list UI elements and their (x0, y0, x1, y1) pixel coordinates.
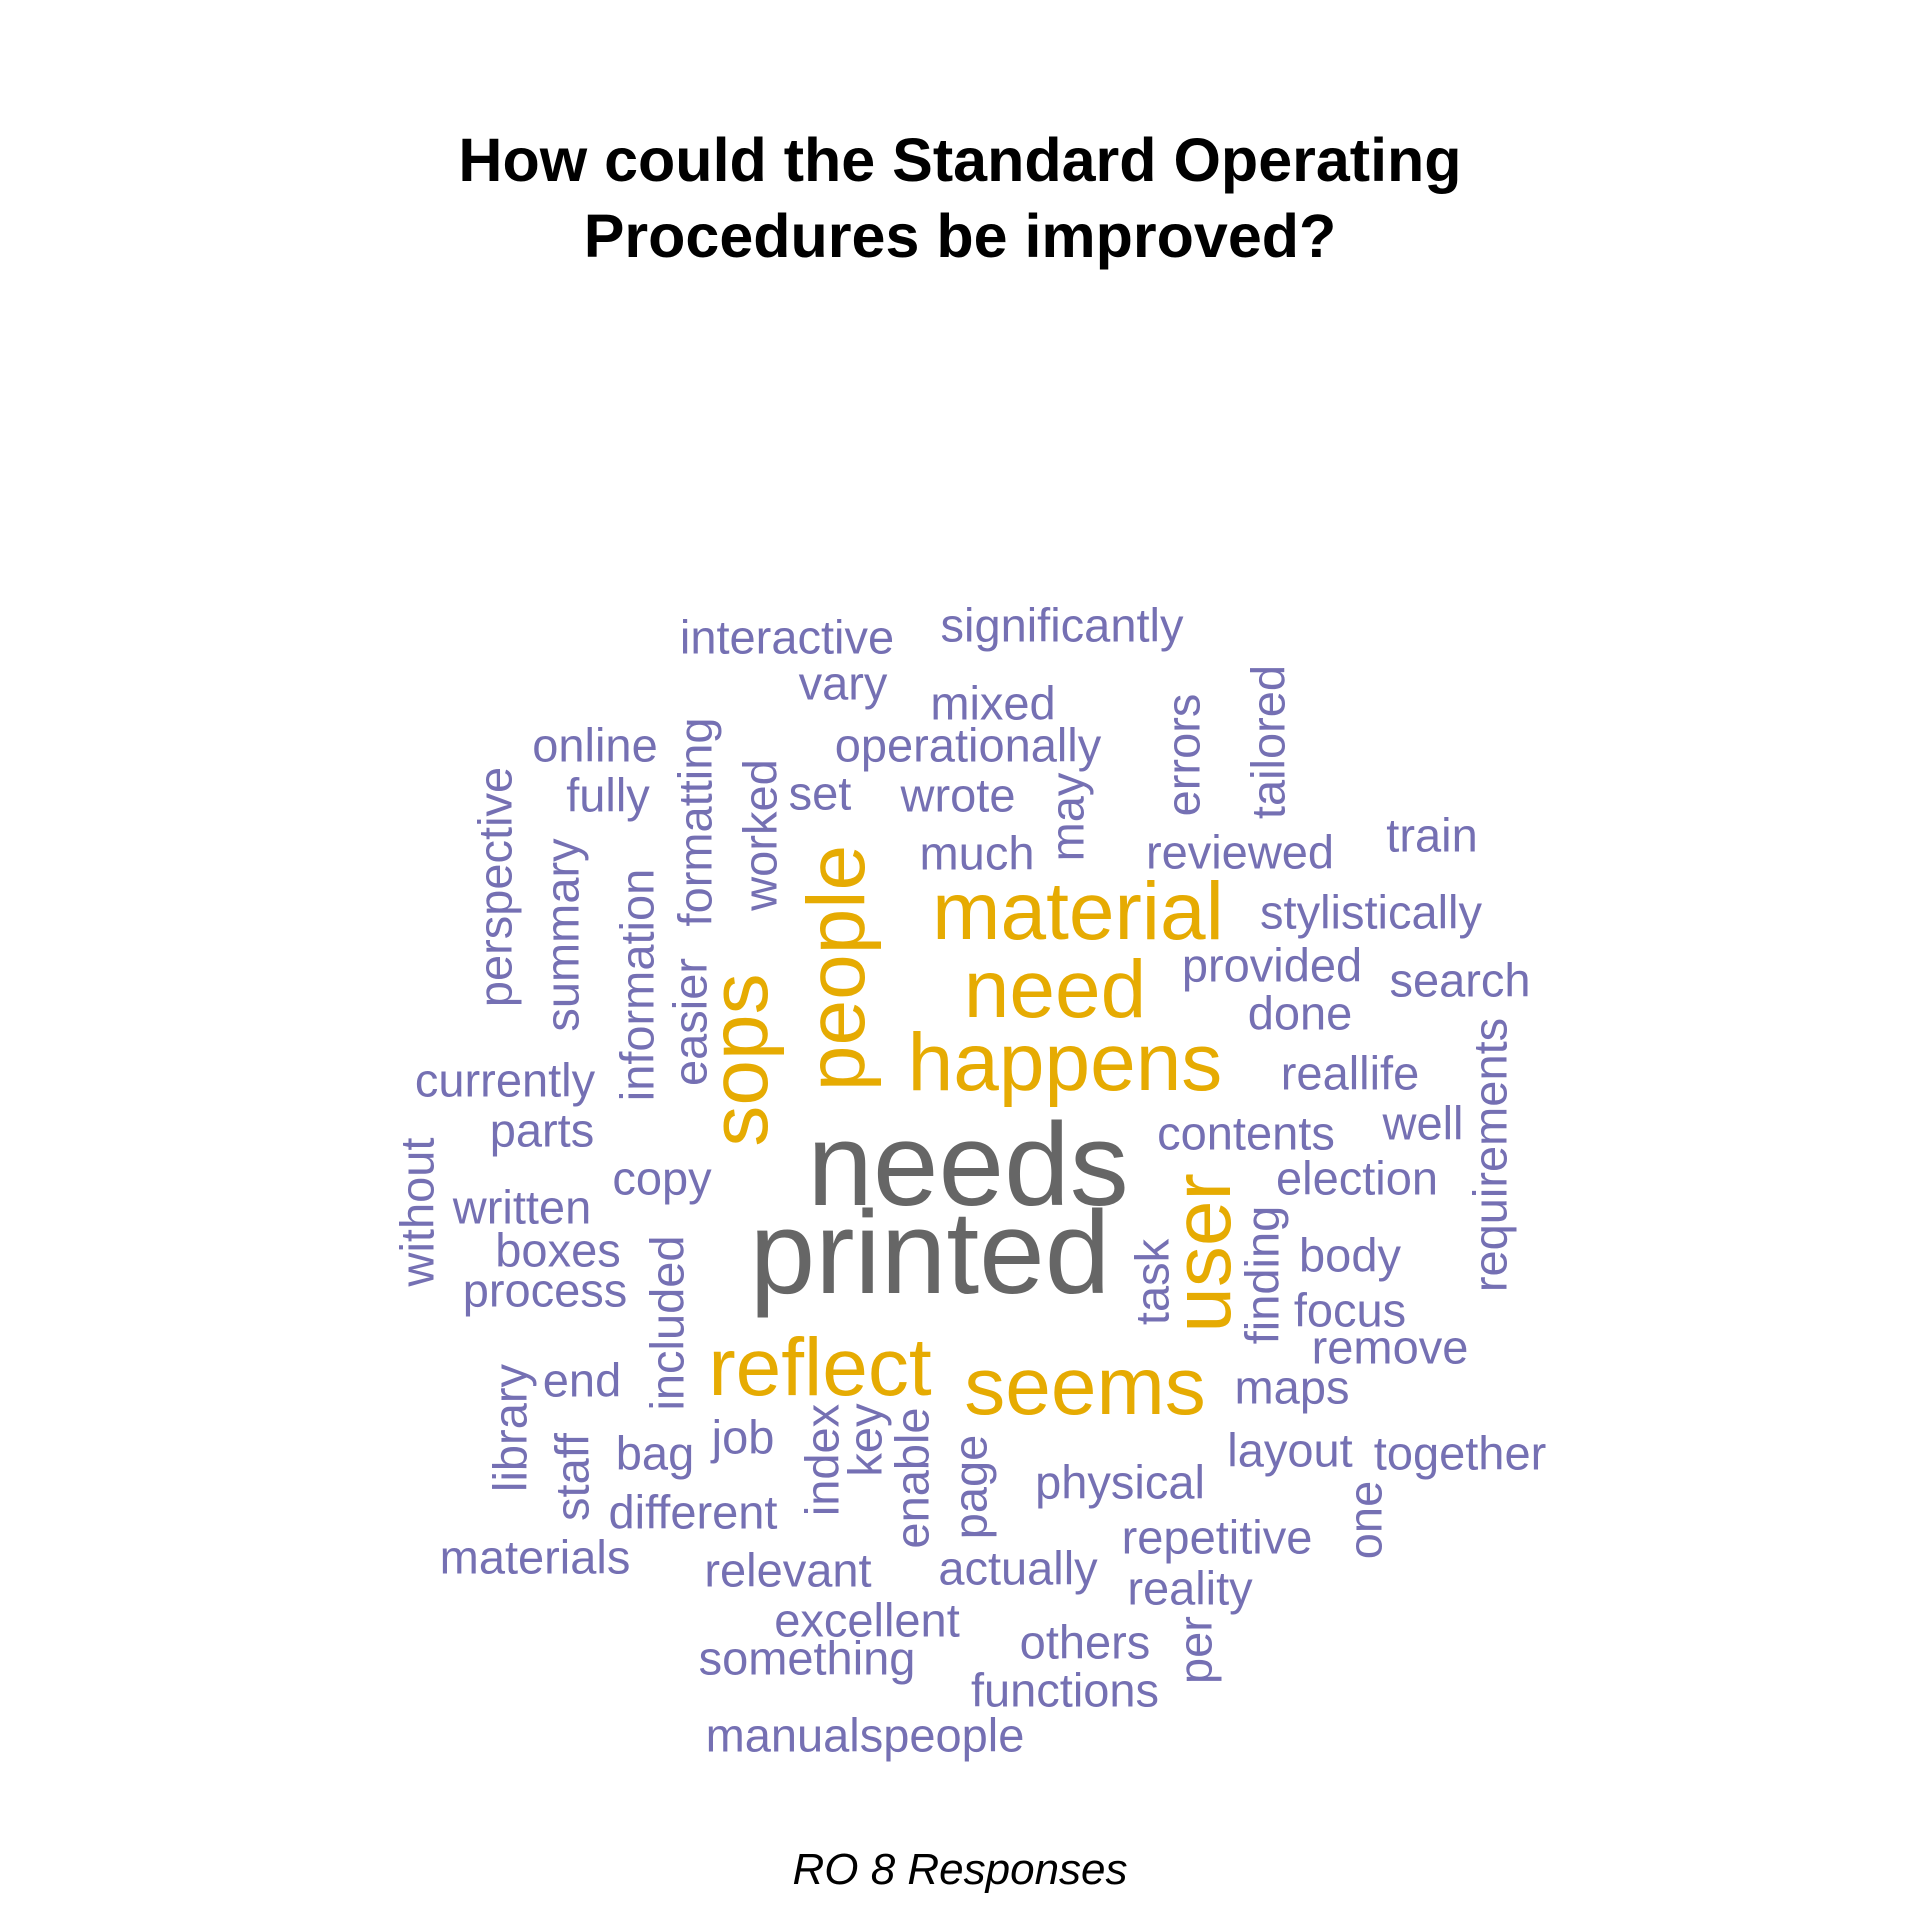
word-one: one (1338, 1480, 1392, 1560)
word-maps: maps (1234, 1360, 1350, 1414)
word-materials: materials (439, 1530, 631, 1584)
caption: RO 8 Responses (792, 1845, 1128, 1894)
word-provided: provided (1181, 938, 1363, 992)
word-different: different (608, 1485, 778, 1539)
word-tailored: tailored (1241, 664, 1295, 820)
word-staff: staff (545, 1433, 599, 1521)
word-without: without (390, 1137, 444, 1287)
word-operationally: operationally (834, 718, 1102, 772)
word-boxes: boxes (495, 1223, 621, 1277)
word-interactive: interactive (679, 610, 895, 664)
word-layout: layout (1227, 1423, 1353, 1477)
word-printed: printed (749, 1187, 1111, 1319)
word-vary: vary (798, 656, 888, 710)
word-job: job (711, 1410, 775, 1464)
word-happens: happens (907, 1017, 1223, 1108)
title-line-2: Procedures be improved? (583, 202, 1337, 270)
chart-title: How could the Standard Operating Procedu… (0, 122, 1920, 274)
word-material: material (932, 866, 1224, 957)
word-bag: bag (615, 1426, 695, 1480)
word-train: train (1386, 808, 1478, 862)
word-need: need (963, 944, 1147, 1035)
word-functions: functions (970, 1663, 1160, 1717)
word-worked: worked (733, 759, 787, 911)
word-done: done (1247, 986, 1353, 1040)
word-set: set (788, 766, 852, 820)
word-relevant: relevant (704, 1543, 872, 1597)
word-mixed: mixed (930, 676, 1056, 730)
word-search: search (1389, 953, 1531, 1007)
word-others: others (1019, 1615, 1151, 1669)
word-enable: enable (885, 1407, 939, 1549)
word-needs: needs (807, 1099, 1129, 1231)
word-process: process (462, 1263, 628, 1317)
word-well: well (1382, 1096, 1464, 1150)
word-errors: errors (1156, 693, 1210, 817)
word-much: much (919, 826, 1035, 880)
word-wrote: wrote (900, 768, 1016, 822)
word-requirements: requirements (1463, 1017, 1517, 1293)
word-seems: seems (964, 1341, 1206, 1432)
word-per: per (1168, 1616, 1222, 1684)
word-focus: focus (1293, 1283, 1407, 1337)
word-election: election (1276, 1151, 1438, 1205)
word-written: written (452, 1180, 592, 1234)
word-people: people (791, 844, 882, 1092)
word-page: page (943, 1434, 997, 1540)
word-excellent: excellent (774, 1593, 960, 1647)
word-included: included (640, 1235, 694, 1411)
word-together: together (1373, 1426, 1547, 1480)
word-remove: remove (1311, 1320, 1469, 1374)
word-summary: summary (535, 838, 589, 1032)
word-finding: finding (1235, 1205, 1289, 1345)
word-library: library (483, 1364, 537, 1492)
word-physical: physical (1035, 1455, 1205, 1509)
title-line-1: How could the Standard Operating (458, 126, 1462, 194)
word-reality: reality (1127, 1561, 1253, 1615)
word-end: end (542, 1353, 622, 1407)
word-actually: actually (938, 1541, 1098, 1595)
word-reviewed: reviewed (1145, 825, 1335, 879)
word-key: key (838, 1403, 892, 1477)
word-significantly: significantly (940, 598, 1184, 652)
word-contents: contents (1157, 1106, 1335, 1160)
word-reflect: reflect (708, 1322, 932, 1413)
word-fully: fully (566, 768, 650, 822)
word-body: body (1299, 1228, 1401, 1282)
word-stylistically: stylistically (1260, 885, 1482, 939)
word-parts: parts (489, 1103, 595, 1157)
word-repetitive: repetitive (1121, 1510, 1313, 1564)
word-perspective: perspective (468, 766, 522, 1008)
word-copy: copy (612, 1151, 712, 1205)
word-currently: currently (414, 1053, 596, 1107)
word-reallife: reallife (1280, 1046, 1420, 1100)
word-formatting: formatting (668, 717, 722, 927)
word-manualspeople: manualspeople (705, 1708, 1025, 1762)
word-may: may (1040, 772, 1094, 862)
word-information: information (610, 868, 664, 1102)
word-online: online (532, 718, 658, 772)
word-easier: easier (663, 957, 717, 1087)
word-something: something (698, 1631, 916, 1685)
word-task: task (1125, 1238, 1179, 1326)
